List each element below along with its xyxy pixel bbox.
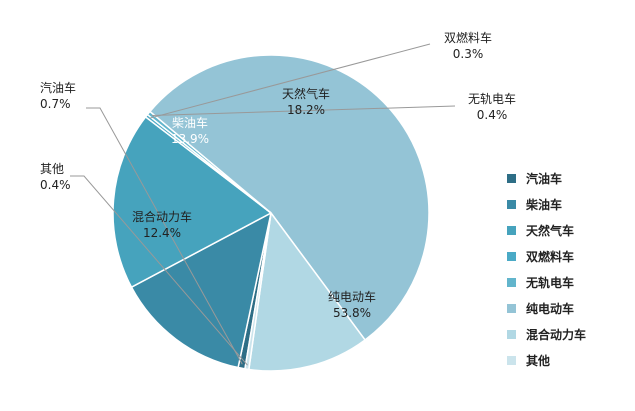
leader-line-8: [70, 175, 248, 366]
legend-label-6: 纯电动车: [526, 301, 574, 316]
leader-line-5: [151, 105, 456, 116]
leader-lines: [70, 43, 456, 366]
slice-label-name-6: 纯电动车: [328, 289, 376, 304]
slice-label-value-4: 0.3%: [453, 47, 484, 61]
slice-labels: 汽油车 0.7% 柴油车 13.9% 天然气车 18.2% 双燃料车 0.3% 无轨电车 0.4%…: [40, 30, 516, 320]
slice-label-value-5: 0.4%: [477, 108, 508, 122]
legend-swatch-7: [507, 330, 516, 339]
legend-swatch-2: [507, 200, 516, 209]
slice-label-value-6: 53.8%: [333, 306, 371, 320]
slice-label-value-3: 18.2%: [287, 103, 325, 117]
slice-label-value-7: 12.4%: [143, 226, 181, 240]
pie-slice-7: [247, 211, 367, 372]
legend-label-4: 双燃料车: [526, 249, 574, 264]
leader-line-4: [149, 43, 431, 119]
slice-label-value-8: 0.4%: [40, 178, 71, 192]
legend-swatch-8: [507, 356, 516, 365]
legend-swatch-6: [507, 304, 516, 313]
legend-swatch-4: [507, 252, 516, 261]
pie-slice-3: [112, 115, 273, 289]
slice-label-name-3: 天然气车: [282, 86, 330, 101]
slice-label-name-2: 柴油车: [172, 115, 208, 130]
slice-label-name-5: 无轨电车: [468, 91, 516, 106]
legend-label-3: 天然气车: [526, 223, 574, 238]
pie-slice-8: [244, 212, 272, 371]
leader-line-1: [86, 107, 243, 365]
legend-label-5: 无轨电车: [525, 275, 574, 290]
pie-slice-6: [148, 54, 430, 342]
legend-label-1: 汽油车: [526, 171, 562, 186]
legend-label-2: 柴油车: [525, 197, 562, 212]
slice-label-name-1: 汽油车: [40, 80, 76, 95]
slice-label-name-8: 其他: [40, 162, 64, 176]
slice-label-value-1: 0.7%: [40, 97, 71, 111]
slice-label-value-2: 13.9%: [171, 132, 209, 146]
legend-label-8: 其他: [526, 353, 550, 368]
legend-swatch-1: [507, 174, 516, 183]
legend-swatch-5: [507, 278, 516, 287]
legend-label-7: 混合动力车: [526, 327, 586, 342]
slice-label-name-4: 双燃料车: [444, 30, 492, 45]
legend-swatch-3: [507, 226, 516, 235]
slice-label-name-7: 混合动力车: [132, 209, 192, 224]
